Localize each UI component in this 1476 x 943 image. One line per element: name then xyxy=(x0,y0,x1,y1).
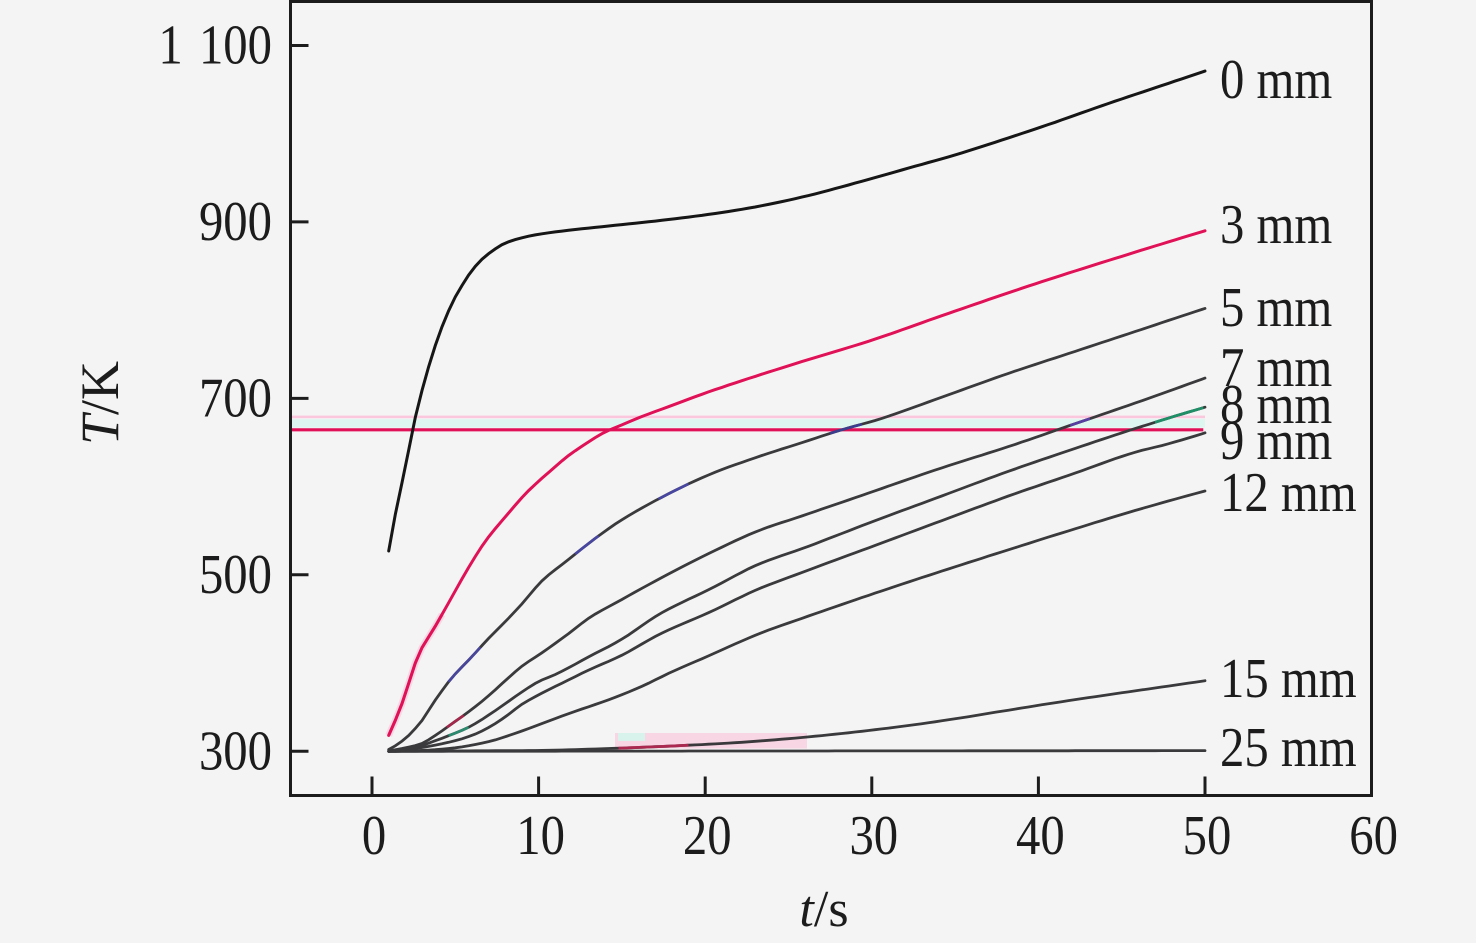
svg-text:25 mm: 25 mm xyxy=(1220,717,1357,779)
svg-text:30: 30 xyxy=(849,805,898,867)
svg-text:T/K: T/K xyxy=(70,361,130,445)
svg-text:500: 500 xyxy=(199,544,272,606)
svg-text:300: 300 xyxy=(199,720,272,782)
svg-text:3 mm: 3 mm xyxy=(1220,194,1332,256)
svg-text:1 100: 1 100 xyxy=(158,14,272,76)
svg-text:20: 20 xyxy=(683,805,732,867)
svg-text:0 mm: 0 mm xyxy=(1220,49,1332,111)
svg-text:10: 10 xyxy=(516,805,565,867)
svg-text:12 mm: 12 mm xyxy=(1220,462,1357,524)
svg-text:15 mm: 15 mm xyxy=(1220,648,1357,710)
svg-text:t/s: t/s xyxy=(799,881,848,938)
svg-text:700: 700 xyxy=(199,367,272,429)
svg-text:40: 40 xyxy=(1016,805,1065,867)
svg-text:8 mm: 8 mm xyxy=(1220,374,1332,436)
svg-text:60: 60 xyxy=(1349,805,1398,867)
svg-text:9 mm: 9 mm xyxy=(1220,410,1332,472)
svg-text:900: 900 xyxy=(199,191,272,253)
svg-text:5 mm: 5 mm xyxy=(1220,277,1332,339)
svg-text:50: 50 xyxy=(1183,805,1232,867)
svg-text:0: 0 xyxy=(362,805,386,867)
svg-text:7 mm: 7 mm xyxy=(1220,337,1332,399)
